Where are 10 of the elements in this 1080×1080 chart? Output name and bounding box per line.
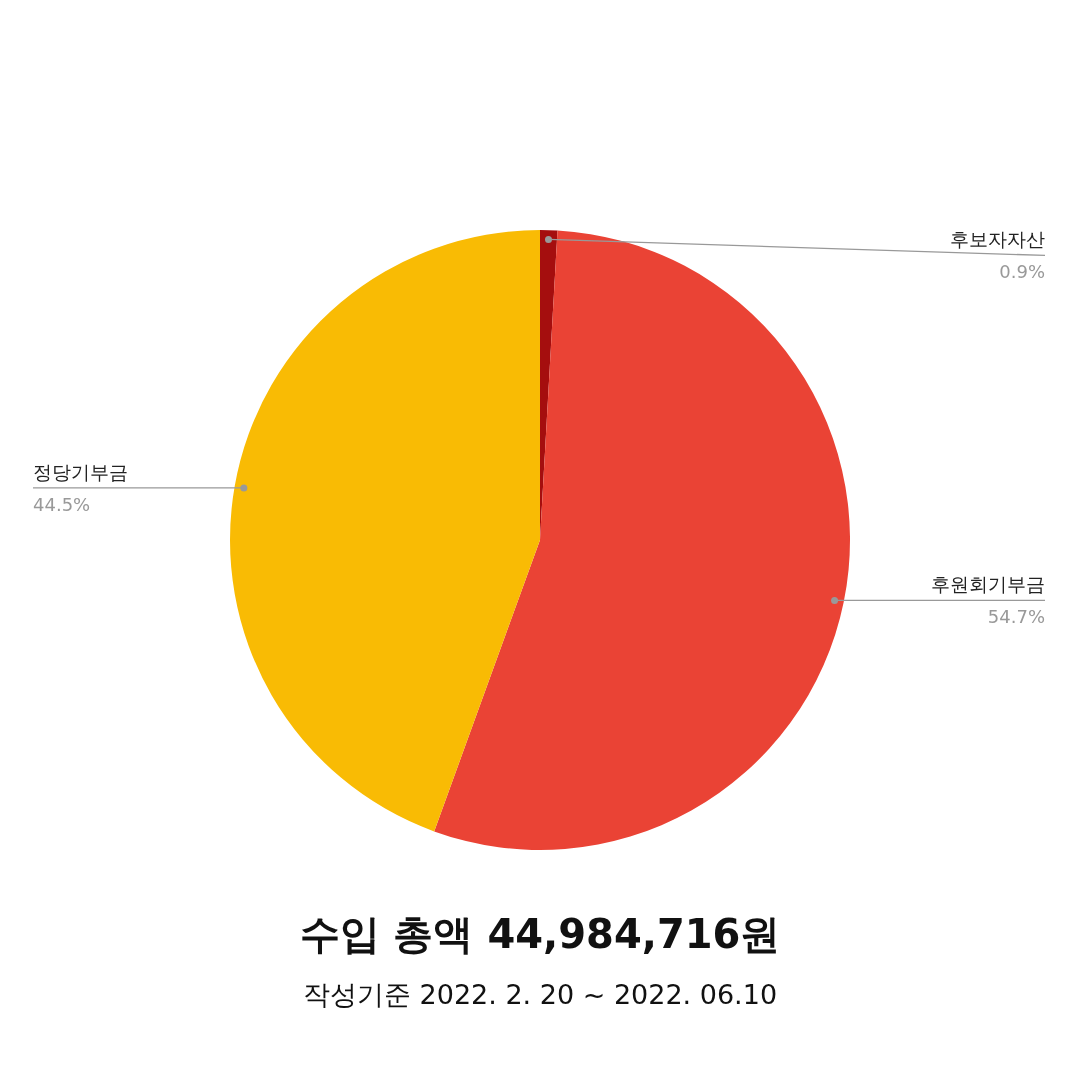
data-label: 44.5%	[33, 493, 91, 515]
pie-slice	[230, 230, 540, 832]
pie-slice	[434, 230, 850, 850]
text: 작성기준 2022. 2. 20 ~ 2022. 06.10	[302, 979, 778, 1010]
data-label: 54.7%	[987, 606, 1045, 628]
slice-label: 후보자자산	[950, 228, 1045, 251]
slice-label: 정당기부금	[33, 460, 128, 483]
slice-label: 후원회기부금	[931, 573, 1045, 596]
data-label: 0.9%	[999, 261, 1045, 283]
text: 수입 총액 44,984,716원	[299, 911, 781, 957]
